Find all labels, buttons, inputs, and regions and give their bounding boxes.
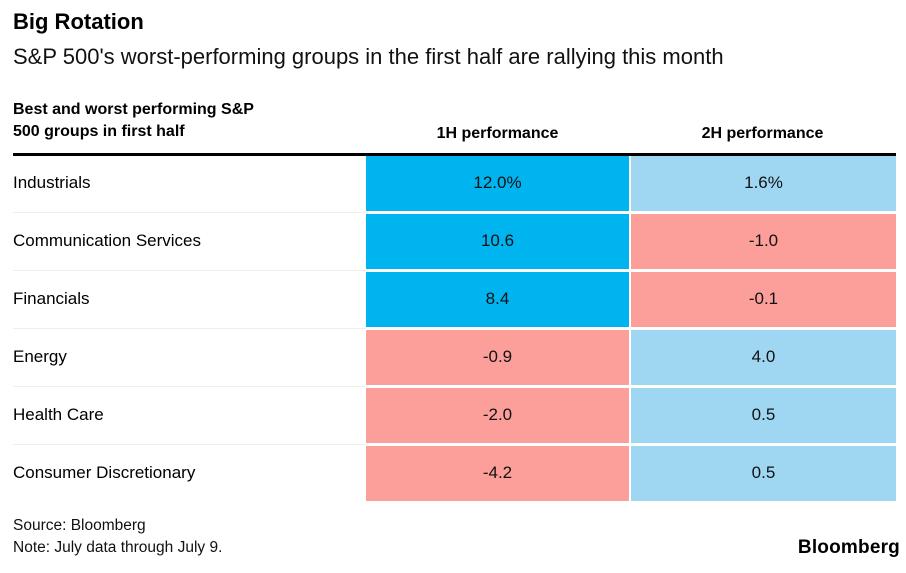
table-row: Energy -0.9 4.0 xyxy=(13,329,896,387)
cell-1h-value: -4.2 xyxy=(366,445,629,501)
table-body: Industrials 12.0% 1.6% Communication Ser… xyxy=(13,155,896,501)
footer: Source: Bloomberg Note: July data throug… xyxy=(13,515,900,559)
cell-1h-value: -0.9 xyxy=(366,329,629,385)
cell-1h-value: 12.0% xyxy=(366,155,629,211)
table-row: Consumer Discretionary -4.2 0.5 xyxy=(13,445,896,501)
table-header-row: Best and worst performing S&P 500 groups… xyxy=(13,99,896,144)
row-label: Financials xyxy=(13,271,366,329)
table-label-header-line1: Best and worst performing S&P xyxy=(13,101,254,118)
cell-1h-value: 10.6 xyxy=(366,213,629,269)
table-row: Financials 8.4 -0.1 xyxy=(13,271,896,329)
table-label-header: Best and worst performing S&P 500 groups… xyxy=(13,99,366,144)
table-label-header-line2: 500 groups in first half xyxy=(13,123,185,141)
performance-table: Best and worst performing S&P 500 groups… xyxy=(13,99,896,501)
cell-2h-value: -1.0 xyxy=(629,213,896,269)
cell-2h-value: -0.1 xyxy=(629,271,896,327)
cell-2h-value: 1.6% xyxy=(629,155,896,211)
row-label: Consumer Discretionary xyxy=(13,445,366,501)
page-subtitle: S&P 500's worst-performing groups in the… xyxy=(13,43,724,69)
row-label: Communication Services xyxy=(13,213,366,271)
page-title: Big Rotation xyxy=(13,9,144,34)
data-note: Note: July data through July 9. xyxy=(13,538,223,556)
cell-2h-value: 4.0 xyxy=(629,329,896,385)
source-note: Source: Bloomberg xyxy=(13,516,146,534)
table-row: Industrials 12.0% 1.6% xyxy=(13,155,896,213)
cell-1h-value: -2.0 xyxy=(366,387,629,443)
cell-2h-value: 0.5 xyxy=(629,445,896,501)
footnotes: Source: Bloomberg Note: July data throug… xyxy=(13,515,896,559)
header-divider-rule xyxy=(13,152,896,156)
table-row: Health Care -2.0 0.5 xyxy=(13,387,896,445)
column-header-2h: 2H performance xyxy=(701,124,824,142)
bloomberg-logo: Bloomberg xyxy=(797,536,900,558)
table-row: Communication Services 10.6 -1.0 xyxy=(13,213,896,271)
cell-1h-value: 8.4 xyxy=(366,271,629,327)
row-label: Health Care xyxy=(13,387,366,445)
cell-2h-value: 0.5 xyxy=(629,387,896,443)
column-header-1h: 1H performance xyxy=(436,124,559,142)
row-label: Industrials xyxy=(13,155,366,213)
row-label: Energy xyxy=(13,329,366,387)
